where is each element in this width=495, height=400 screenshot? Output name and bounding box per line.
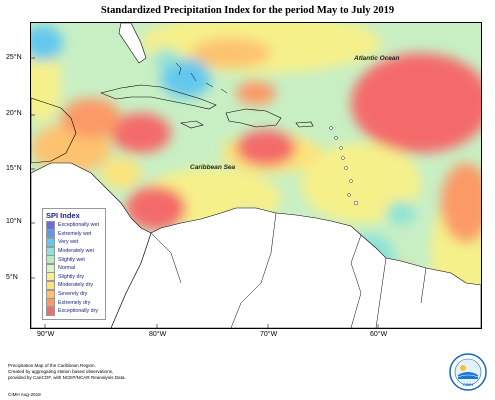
legend-swatch	[46, 272, 55, 282]
lesser-antilles	[329, 126, 359, 206]
legend-label: Slightly dry	[58, 273, 84, 280]
spi-legend: SPI Index Exceptionally wet Extremely wet…	[42, 208, 106, 320]
legend-item: Moderately dry	[46, 280, 102, 290]
legend-label: Severely dry	[58, 291, 88, 298]
footer-line-3: provided by CariCOF, with NCEP/NCAR Rean…	[8, 375, 126, 380]
legend-swatch	[46, 246, 55, 256]
legend-items: Exceptionally wet Extremely wet Very wet Mo…	[46, 220, 102, 316]
hispaniola-outline	[225, 108, 282, 128]
lat-label-25n: 25°N	[6, 54, 22, 61]
legend-label: Extremely dry	[58, 299, 91, 306]
legend-item: Moderately wet	[46, 246, 102, 256]
bahamas-outline	[175, 62, 228, 94]
legend-label: Very wet	[58, 239, 79, 246]
legend-swatch	[46, 255, 55, 265]
lon-label-60w: 60°W	[370, 331, 388, 338]
legend-item: Very wet	[46, 237, 102, 247]
legend-label: Normal	[58, 265, 76, 272]
map-footer: Precipitation Map of the Caribbean Regio…	[8, 363, 126, 381]
map-frame	[30, 22, 482, 329]
legend-item: Slightly dry	[46, 272, 102, 282]
lon-label-90w: 90°W	[37, 331, 55, 338]
footer-line-2: Created by aggregating station based obs…	[8, 369, 114, 374]
legend-swatch	[46, 280, 55, 290]
legend-label: Exceptionally wet	[58, 222, 99, 229]
caribbean-sea-label: Caribbean Sea	[190, 164, 236, 171]
legend-label: Moderately dry	[58, 282, 94, 289]
legend-label: Exceptionally dry	[58, 308, 99, 315]
legend-swatch	[46, 306, 55, 316]
legend-item: Extremely dry	[46, 298, 102, 308]
florida-land	[118, 23, 147, 64]
spi-map	[31, 23, 481, 328]
legend-item: Severely dry	[46, 289, 102, 299]
legend-label: Moderately wet	[58, 248, 94, 255]
lat-label-5n: 5°N	[6, 274, 18, 281]
country-borders	[150, 212, 427, 328]
credit-text: CIMH Aug-2019	[8, 392, 41, 397]
jamaica-outline	[179, 120, 204, 129]
lon-label-70w: 70°W	[260, 331, 278, 338]
lon-label-80w: 80°W	[149, 331, 167, 338]
legend-swatch	[46, 229, 55, 239]
puerto-rico-outline	[295, 121, 314, 128]
lat-label-20n: 20°N	[6, 110, 22, 117]
legend-title: SPI Index	[46, 211, 80, 220]
legend-swatch	[46, 289, 55, 299]
legend-item: Extremely wet	[46, 229, 102, 239]
legend-swatch	[46, 263, 55, 273]
cuba-outline	[100, 84, 217, 110]
atlantic-ocean-label: Atlantic Ocean	[354, 55, 400, 62]
logo-text: CIMH	[463, 382, 473, 387]
lat-label-10n: 10°N	[6, 218, 22, 225]
legend-swatch	[46, 298, 55, 308]
legend-item: Exceptionally wet	[46, 220, 102, 230]
legend-item: Slightly wet	[46, 255, 102, 265]
cimh-logo: CIMH	[449, 353, 487, 391]
legend-swatch	[46, 237, 55, 247]
legend-item: Normal	[46, 263, 102, 273]
legend-label: Slightly wet	[58, 256, 85, 263]
lat-label-15n: 15°N	[6, 165, 22, 172]
legend-label: Extremely wet	[58, 230, 92, 237]
legend-swatch	[46, 220, 55, 230]
yucatan-land	[31, 97, 77, 164]
legend-item: Exceptionally dry	[46, 306, 102, 316]
footer-line-1: Precipitation Map of the Caribbean Regio…	[8, 363, 96, 368]
map-title: Standardized Precipitation Index for the…	[100, 5, 395, 16]
